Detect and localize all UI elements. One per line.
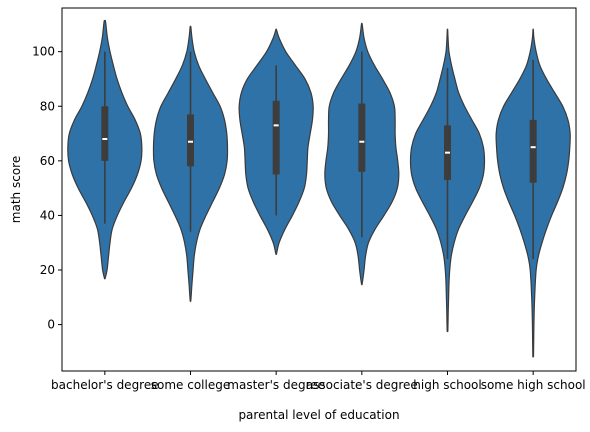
violin-iqr-box [358, 103, 366, 172]
violins-layer [67, 19, 571, 358]
violin-associate-s-degree [324, 22, 400, 286]
violin-bachelor-s-degree [67, 19, 143, 280]
violin-iqr-box [187, 114, 194, 167]
y-tick-label: 80 [40, 99, 55, 113]
x-tick-label: high school [413, 378, 481, 392]
violin-high-school [409, 28, 486, 333]
violin-master-s-degree [238, 28, 314, 256]
x-tick-label: some college [151, 378, 230, 392]
violin-some-college [152, 25, 229, 302]
y-tick-label: 0 [47, 318, 55, 332]
y-tick-label: 40 [40, 208, 55, 222]
y-tick-label: 20 [40, 263, 55, 277]
violin-iqr-box [529, 119, 537, 183]
y-axis-title: math score [9, 156, 23, 223]
plot-area-frame [61, 7, 577, 372]
y-tick-label: 60 [40, 154, 55, 168]
violin-iqr-box [272, 100, 280, 175]
x-tick-label: master's degree [227, 378, 325, 392]
x-tick-label: some high school [481, 378, 586, 392]
y-axis: 0 20 40 60 80 100 [32, 45, 62, 332]
violin-some-high-school [495, 28, 571, 358]
x-tick-label: bachelor's degree [51, 378, 159, 392]
violin-iqr-box [101, 106, 109, 161]
x-axis-title: parental level of education [238, 408, 399, 422]
y-tick-label: 100 [32, 45, 55, 59]
x-tick-label: associate's degree [306, 378, 418, 392]
